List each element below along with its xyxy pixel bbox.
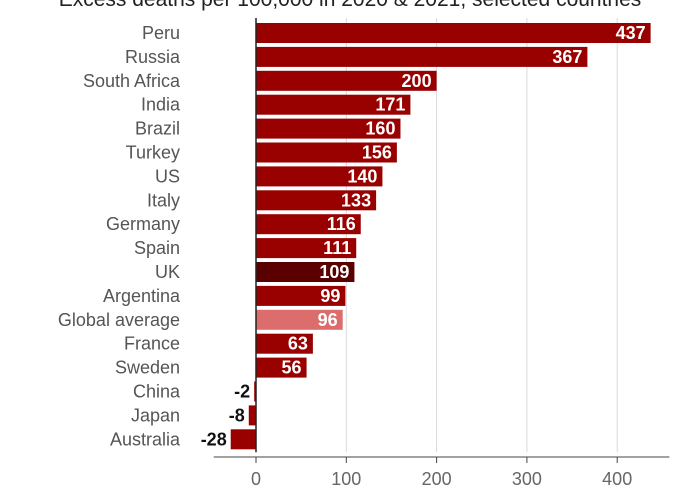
category-label-australia: Australia [110,429,181,449]
x-tick-label-300: 300 [512,469,542,489]
bar-india [256,94,411,115]
value-label-south-africa: 200 [402,71,432,91]
bar-uk [256,262,355,282]
bar-spain [256,238,357,259]
value-label-peru: 437 [616,23,646,43]
value-label-spain: 111 [323,238,351,258]
bars [230,23,651,450]
value-labels: 437 367 200 171 160 156 140 133 116 111 109 99 96 63 5… [201,23,646,449]
bar-us [256,166,383,187]
category-label-uk: UK [155,262,180,282]
x-tick-label-400: 400 [602,469,632,489]
category-label-south-africa: South Africa [83,71,181,91]
value-label-italy: 133 [341,190,371,210]
category-labels: Peru Russia South Africa India Brazil Turkey U… [58,23,181,449]
category-label-global-average: Global average [58,310,180,330]
x-tick-label-100: 100 [331,469,361,489]
bar-australia [230,429,256,450]
value-label-global-average: 96 [318,310,338,330]
chart-title: Excess deaths per 100,000 in 2020 & 2021… [0,0,700,12]
category-label-japan: Japan [131,405,180,425]
bar-global-average [256,309,343,330]
value-label-turkey: 156 [362,143,392,163]
value-label-russia: 367 [552,47,582,67]
category-label-india: India [141,95,181,115]
bar-germany [256,214,361,235]
category-label-germany: Germany [106,214,180,234]
value-label-germany: 116 [327,214,356,234]
bar-turkey [256,142,397,163]
x-axis-ticks: 0 100 200 300 400 [213,456,670,489]
value-label-uk: 109 [319,262,349,282]
category-label-us: US [155,166,180,186]
category-label-argentina: Argentina [103,286,181,306]
category-label-france: France [124,334,180,354]
category-label-brazil: Brazil [135,119,180,139]
category-label-china: China [133,382,181,402]
value-label-china: -2 [234,382,250,402]
bar-japan [248,405,256,426]
value-label-japan: -8 [229,405,245,425]
value-label-brazil: 160 [365,119,395,139]
bar-china [254,381,256,402]
category-label-russia: Russia [125,47,181,67]
category-label-italy: Italy [147,190,180,210]
bar-italy [256,190,377,211]
value-label-india: 171 [375,95,405,115]
category-label-spain: Spain [134,238,180,258]
value-label-argentina: 99 [320,286,340,306]
bar-france [256,333,313,354]
value-label-us: 140 [347,166,377,186]
bar-south-africa [256,70,437,91]
bar-russia [256,46,588,67]
x-tick-label-0: 0 [251,469,261,489]
category-label-turkey: Turkey [126,143,180,163]
bar-brazil [256,118,401,139]
bar-peru [256,23,651,43]
category-label-sweden: Sweden [115,358,180,378]
x-tick-label-200: 200 [422,469,452,489]
bar-argentina [256,285,346,306]
value-label-france: 63 [288,334,308,354]
value-label-sweden: 56 [282,358,302,378]
bar-sweden [256,357,307,378]
value-label-australia: -28 [201,429,227,449]
category-label-peru: Peru [142,23,180,43]
